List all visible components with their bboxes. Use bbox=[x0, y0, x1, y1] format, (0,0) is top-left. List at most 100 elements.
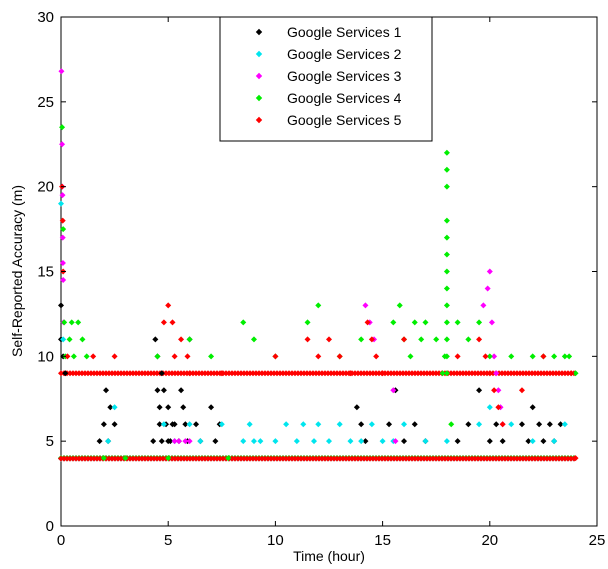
y-tick-label: 25 bbox=[37, 94, 54, 111]
data-point bbox=[182, 438, 189, 445]
data-point bbox=[443, 319, 450, 326]
data-point bbox=[476, 421, 483, 428]
data-point bbox=[525, 438, 532, 445]
data-point bbox=[486, 438, 493, 445]
data-point bbox=[156, 421, 163, 428]
data-point bbox=[493, 421, 500, 428]
data-point bbox=[208, 353, 215, 360]
data-point bbox=[572, 370, 579, 377]
data-point bbox=[250, 336, 257, 343]
data-point bbox=[75, 319, 82, 326]
data-point bbox=[180, 404, 187, 411]
data-point bbox=[443, 234, 450, 241]
legend-marker bbox=[255, 72, 263, 80]
axis-ticks: 0 5 10 15 20 25 0 5 10 15 20 25 30 bbox=[37, 9, 605, 549]
data-point bbox=[184, 353, 191, 360]
data-point bbox=[212, 438, 219, 445]
data-point bbox=[561, 421, 568, 428]
data-point bbox=[186, 438, 193, 445]
data-point bbox=[418, 336, 425, 343]
data-point bbox=[160, 387, 167, 394]
data-point bbox=[283, 421, 290, 428]
data-point bbox=[518, 421, 525, 428]
data-point bbox=[68, 319, 75, 326]
data-point bbox=[454, 319, 461, 326]
data-point bbox=[336, 421, 343, 428]
data-point bbox=[186, 370, 193, 377]
data-point bbox=[407, 353, 414, 360]
data-point bbox=[60, 336, 67, 343]
data-point bbox=[208, 404, 215, 411]
data-point bbox=[401, 421, 408, 428]
data-point bbox=[392, 438, 399, 445]
x-axis-label: Time (hour) bbox=[293, 548, 365, 564]
data-point bbox=[178, 387, 185, 394]
data-point bbox=[390, 387, 397, 394]
data-point bbox=[304, 319, 311, 326]
data-point bbox=[150, 438, 157, 445]
data-point bbox=[169, 319, 176, 326]
data-point bbox=[315, 302, 322, 309]
data-point bbox=[551, 353, 558, 360]
x-tick-label: 25 bbox=[589, 532, 606, 549]
data-point bbox=[443, 353, 450, 360]
data-point bbox=[315, 421, 322, 428]
data-point bbox=[58, 302, 64, 309]
data-point bbox=[158, 370, 165, 377]
data-point bbox=[443, 302, 450, 309]
data-point bbox=[491, 387, 498, 394]
data-point bbox=[486, 404, 493, 411]
data-point bbox=[546, 421, 553, 428]
y-tick-label: 20 bbox=[37, 179, 54, 196]
data-point bbox=[160, 319, 167, 326]
data-point bbox=[529, 353, 536, 360]
legend: Google Services 1 Google Services 2 Google… bbox=[219, 16, 433, 142]
data-point bbox=[362, 302, 369, 309]
data-point bbox=[486, 353, 493, 360]
data-point bbox=[454, 438, 461, 445]
data-point bbox=[572, 455, 579, 462]
data-point bbox=[250, 438, 257, 445]
data-point bbox=[362, 438, 369, 445]
data-point bbox=[454, 353, 461, 360]
data-point bbox=[197, 438, 204, 445]
data-point bbox=[246, 421, 253, 428]
data-point bbox=[482, 353, 489, 360]
data-point bbox=[152, 336, 159, 343]
series-5-points bbox=[59, 183, 579, 462]
data-point bbox=[70, 353, 77, 360]
data-point bbox=[540, 438, 547, 445]
data-point bbox=[59, 260, 66, 267]
data-point bbox=[379, 370, 386, 377]
data-point bbox=[171, 438, 178, 445]
x-tick-label: 5 bbox=[164, 532, 172, 549]
data-point bbox=[401, 438, 408, 445]
data-point bbox=[465, 421, 472, 428]
data-point bbox=[272, 353, 279, 360]
data-point bbox=[443, 268, 450, 275]
data-point bbox=[401, 336, 408, 343]
data-point bbox=[165, 455, 172, 462]
data-point bbox=[529, 438, 536, 445]
y-tick-label: 5 bbox=[46, 433, 54, 450]
data-point bbox=[60, 226, 67, 233]
data-point bbox=[293, 438, 300, 445]
data-point bbox=[310, 438, 317, 445]
data-point bbox=[443, 166, 450, 173]
data-point bbox=[568, 370, 575, 377]
y-tick-label: 15 bbox=[37, 264, 54, 281]
data-point bbox=[448, 421, 455, 428]
data-point bbox=[59, 234, 66, 241]
y-axis-label: Self-Reported Accuracy (m) bbox=[9, 185, 25, 357]
data-point bbox=[443, 217, 450, 224]
data-point bbox=[561, 353, 568, 360]
data-point bbox=[557, 421, 564, 428]
y-tick-label: 10 bbox=[37, 348, 54, 365]
legend-marker bbox=[255, 28, 263, 36]
data-point bbox=[218, 370, 225, 377]
data-point bbox=[272, 438, 279, 445]
data-point bbox=[484, 285, 491, 292]
data-point bbox=[178, 336, 185, 343]
x-tick-label: 0 bbox=[57, 532, 65, 549]
data-point bbox=[551, 438, 558, 445]
